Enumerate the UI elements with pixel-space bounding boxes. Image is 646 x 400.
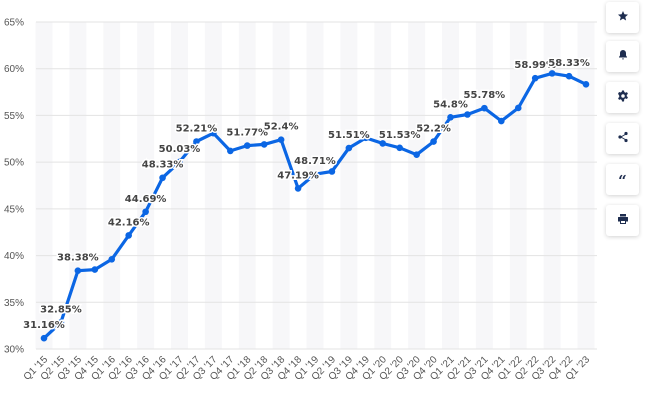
background-band bbox=[171, 22, 188, 349]
cite-button[interactable]: “ bbox=[606, 164, 639, 195]
data-label: 55.78% bbox=[464, 90, 506, 101]
y-tick-label: 40% bbox=[4, 251, 24, 262]
print-button[interactable] bbox=[606, 205, 639, 236]
series-points bbox=[40, 70, 590, 342]
data-point bbox=[396, 144, 403, 152]
data-point bbox=[40, 334, 48, 342]
data-label: 52.4% bbox=[264, 122, 299, 133]
data-point bbox=[142, 208, 149, 216]
data-point bbox=[362, 134, 370, 142]
data-point bbox=[531, 74, 539, 82]
background-band bbox=[69, 22, 87, 349]
background-band bbox=[306, 22, 324, 349]
share-button[interactable] bbox=[606, 123, 639, 154]
star-icon bbox=[617, 9, 629, 27]
data-label: 58.33% bbox=[548, 58, 590, 69]
data-point bbox=[413, 151, 420, 158]
favorite-button[interactable] bbox=[606, 2, 639, 33]
background-band bbox=[442, 22, 459, 349]
y-tick-label: 50% bbox=[4, 158, 24, 169]
data-label: 38.38% bbox=[57, 253, 99, 264]
data-point bbox=[260, 141, 268, 148]
data-point bbox=[193, 138, 200, 145]
data-label: 52.2% bbox=[416, 124, 451, 135]
y-axis-labels: 30% 35% 40% 45% 50% 55% 60% 65% bbox=[4, 18, 24, 356]
settings-button[interactable] bbox=[606, 82, 639, 113]
data-label: 31.16% bbox=[23, 320, 65, 331]
gridlines bbox=[36, 21, 597, 350]
data-point bbox=[294, 185, 302, 192]
data-label: 50.03% bbox=[159, 144, 201, 155]
background-band bbox=[408, 22, 426, 349]
printer-icon bbox=[617, 212, 629, 230]
data-point bbox=[430, 138, 437, 145]
notification-button[interactable] bbox=[606, 41, 639, 72]
data-point bbox=[328, 168, 336, 175]
background-band bbox=[340, 22, 358, 349]
data-point bbox=[159, 174, 166, 182]
share-icon bbox=[617, 130, 629, 148]
data-point bbox=[277, 136, 285, 144]
data-label: 52.21% bbox=[176, 123, 218, 134]
background-band bbox=[103, 22, 121, 349]
y-tick-label: 55% bbox=[4, 111, 24, 122]
data-point bbox=[379, 140, 387, 147]
data-label: 42.16% bbox=[108, 217, 150, 228]
bell-icon bbox=[617, 48, 629, 66]
y-tick-label: 45% bbox=[4, 204, 24, 215]
background-band bbox=[475, 22, 493, 349]
data-point bbox=[548, 70, 556, 77]
data-point bbox=[447, 113, 454, 121]
background-band bbox=[272, 22, 290, 349]
data-labels: 31.16% 32.85% 38.38% 42.16% 44.69% 48.33% 50.0… bbox=[22, 57, 592, 333]
background-band bbox=[543, 22, 561, 349]
data-label: 51.77% bbox=[226, 128, 268, 139]
data-point bbox=[582, 81, 590, 88]
data-point bbox=[243, 142, 251, 149]
data-point bbox=[108, 256, 116, 263]
data-label: 51.51% bbox=[328, 130, 370, 141]
quote-icon: “ bbox=[618, 172, 627, 190]
data-point bbox=[464, 111, 471, 118]
data-point bbox=[514, 104, 522, 112]
data-point bbox=[481, 104, 488, 112]
y-tick-label: 30% bbox=[4, 345, 24, 356]
data-point bbox=[210, 129, 217, 137]
data-point bbox=[74, 267, 82, 275]
data-point bbox=[227, 147, 234, 155]
background-band bbox=[204, 22, 222, 349]
y-tick-label: 60% bbox=[4, 64, 24, 75]
data-label: 51.53% bbox=[379, 130, 421, 141]
background-band bbox=[137, 22, 155, 349]
data-label: 54.8% bbox=[433, 99, 468, 110]
data-point bbox=[125, 232, 132, 239]
data-point bbox=[565, 72, 573, 80]
background-band bbox=[35, 22, 53, 349]
y-tick-label: 65% bbox=[4, 18, 24, 29]
background-band bbox=[374, 22, 392, 349]
data-label: 32.85% bbox=[40, 304, 82, 315]
data-label: 47.19% bbox=[277, 170, 319, 181]
data-point bbox=[498, 117, 505, 125]
data-label: 48.71% bbox=[294, 156, 336, 167]
data-point bbox=[176, 158, 183, 166]
background-bands bbox=[35, 22, 595, 349]
data-label: 58.99% bbox=[514, 60, 556, 71]
y-tick-label: 35% bbox=[4, 298, 24, 309]
background-band bbox=[238, 22, 256, 349]
data-point bbox=[91, 266, 99, 273]
background-band bbox=[577, 22, 595, 349]
data-point bbox=[311, 170, 319, 178]
data-point bbox=[345, 144, 353, 152]
gear-icon bbox=[617, 89, 629, 107]
data-point bbox=[57, 319, 65, 326]
data-label: 44.69% bbox=[125, 194, 167, 205]
data-label: 48.33% bbox=[142, 160, 184, 171]
